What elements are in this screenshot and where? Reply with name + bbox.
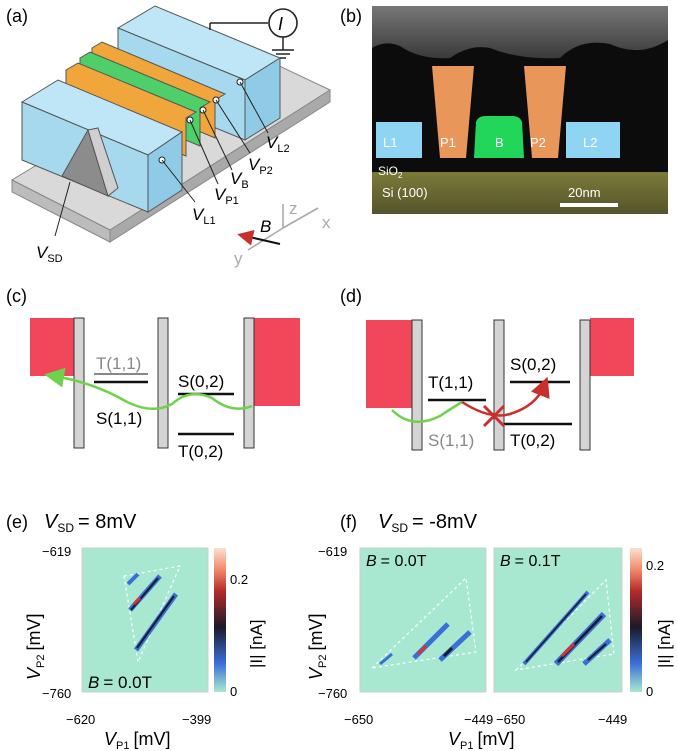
svg-text:B= 0.1T: B = 0.1T [500, 553, 561, 570]
svg-text:0.2: 0.2 [646, 558, 664, 573]
svg-text:T(0,2): T(0,2) [178, 442, 223, 461]
xlabel-f: VP1 [mV] [448, 729, 515, 751]
panel-c: (c) T(1,1) S(1,1) S(0,2) T(0,2) [6, 286, 300, 461]
svg-text:L1: L1 [383, 135, 397, 150]
svg-text:−760: −760 [318, 686, 347, 701]
reservoir-left-d [366, 320, 412, 408]
substrate-front [109, 89, 331, 243]
barrier-3 [243, 317, 255, 449]
axes-triad [247, 204, 319, 251]
svg-text:20nm: 20nm [568, 185, 601, 200]
sd-notch-face [87, 127, 119, 197]
tem-gate-l2 [566, 122, 620, 158]
blocked-path [461, 376, 550, 417]
svg-text:VSD: VSD [36, 243, 63, 265]
panel-f-title: VSD = -8mV [378, 511, 478, 535]
svg-text:x: x [322, 213, 331, 232]
svg-text:T(1,1): T(1,1) [428, 373, 473, 392]
colorbar-f [630, 548, 642, 692]
field-arrow [237, 229, 281, 246]
svg-text:B= 0.0T: B = 0.0T [88, 673, 152, 692]
tunnel-path [44, 367, 253, 411]
svg-text:SiO2: SiO2 [378, 164, 403, 180]
svg-text:P1: P1 [440, 135, 456, 150]
panel-b-label: (b) [340, 6, 362, 26]
tem-gate-b [474, 116, 524, 158]
barrier-2 [157, 317, 169, 449]
panel-b: (b) L1 P1 B P2 L2 SiO2 Si (100) 20nm [340, 6, 668, 214]
panel-e-title: VSD = 8mV [44, 511, 137, 535]
svg-text:|I| [nA]: |I| [nA] [247, 619, 266, 668]
svg-text:S(0,2): S(0,2) [178, 372, 224, 391]
panel-d: (d) T(1,1) S(1,1) S(0,2) T(0,2) [340, 286, 634, 451]
barrier-3-d [579, 319, 591, 451]
current-symbol: I [278, 14, 283, 34]
reservoir-right [254, 318, 300, 406]
svg-text:0.2: 0.2 [230, 572, 248, 587]
svg-text:−449: −449 [464, 712, 493, 727]
svg-text:z: z [289, 199, 298, 218]
svg-text:T(0,2): T(0,2) [510, 431, 555, 450]
barrier-1-d [411, 319, 423, 451]
svg-text:S(1,1): S(1,1) [96, 409, 142, 428]
svg-text:S(1,1): S(1,1) [428, 431, 474, 450]
panel-a: (a) I [6, 5, 332, 268]
svg-text:−650: −650 [496, 712, 525, 727]
panel-f-label: (f) [340, 512, 357, 532]
ylabel-f: VP2[mV] [306, 614, 329, 681]
svg-text:|I| [nA]: |I| [nA] [655, 619, 674, 668]
xlabel-e: VP1 [mV] [104, 729, 171, 751]
svg-text:VP2: VP2 [248, 155, 273, 177]
tunnel-path-d [391, 400, 463, 423]
panel-f: (f) VSD = -8mV B = 0.0T B = 0.1T −619 −760 … [306, 511, 674, 751]
svg-text:Si (100): Si (100) [382, 185, 428, 200]
svg-text:S(0,2): S(0,2) [510, 355, 556, 374]
svg-text:−619: −619 [318, 544, 347, 559]
svg-text:−760: −760 [42, 686, 71, 701]
tem-top-layer [372, 6, 668, 59]
scale-bar [560, 203, 618, 207]
colorbar-e [214, 548, 226, 692]
svg-text:P2: P2 [530, 135, 546, 150]
reservoir-left [30, 318, 74, 376]
svg-text:L2: L2 [583, 135, 597, 150]
svg-text:−619: −619 [42, 544, 71, 559]
panel-a-label: (a) [6, 6, 28, 26]
svg-text:−449: −449 [598, 712, 627, 727]
svg-text:VB: VB [230, 169, 249, 191]
svg-text:B: B [495, 135, 504, 150]
svg-text:0: 0 [230, 684, 237, 699]
svg-text:−650: −650 [344, 712, 373, 727]
ylabel-e: VP2[mV] [24, 614, 47, 681]
tem-gate-l1 [376, 122, 422, 158]
map-f-left [359, 547, 487, 693]
panel-d-label: (d) [340, 286, 362, 306]
map-e [81, 547, 209, 693]
svg-text:VL1: VL1 [192, 205, 216, 227]
svg-text:−620: −620 [66, 712, 95, 727]
svg-text:T(1,1): T(1,1) [96, 354, 141, 373]
svg-text:y: y [234, 249, 243, 268]
svg-text:0: 0 [646, 684, 653, 699]
svg-text:VP1: VP1 [214, 185, 239, 207]
barrier-2-d [493, 319, 505, 451]
panel-e: (e) VSD = 8mV B = 0.0T −619 −760 −620 −399… [6, 511, 266, 751]
panel-e-label: (e) [6, 512, 28, 532]
panel-c-label: (c) [6, 286, 27, 306]
svg-text:−399: −399 [182, 712, 211, 727]
tem-gate-p2 [524, 66, 566, 158]
svg-text:B: B [260, 217, 271, 236]
blocked-x-icon [482, 404, 506, 428]
svg-text:B= 0.0T: B = 0.0T [366, 553, 427, 570]
silicon-substrate [372, 172, 668, 214]
reservoir-right-d [590, 318, 634, 376]
svg-text:VL2: VL2 [266, 133, 290, 155]
tem-gate-p1 [432, 66, 474, 158]
